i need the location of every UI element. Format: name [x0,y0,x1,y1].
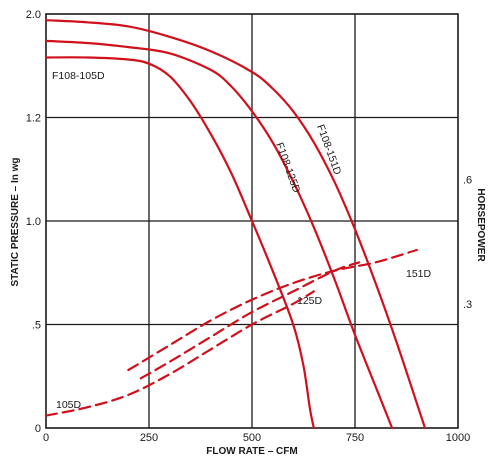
x-axis-title: FLOW RATE – CFM [206,446,297,457]
y-tick-label: 2.0 [26,9,41,21]
x-tick-label: 500 [243,432,261,444]
y-axis-title: STATIC PRESSURE – In wg [10,157,21,286]
x-tick-label: 750 [346,432,364,444]
y-tick-label: 0 [35,423,41,435]
y-tick-label: 1.0 [26,216,41,228]
horsepower-curve-1 [44,290,315,417]
y-tick-label: .5 [32,320,41,332]
curve-label-f108-105d: F108-105D [52,70,105,82]
tick-labels: 0 250 500 750 1000 0 .5 1.0 1.2 2.0 .3 .6 [26,9,472,444]
plot-frame [45,13,459,429]
pressure-curve-1 [44,56,315,430]
y2-tick-label: .3 [463,299,472,311]
x-tick-label: 250 [140,432,158,444]
curves [44,19,427,430]
curve-label-105d: 105D [56,399,82,411]
horsepower-curve-2 [139,261,361,380]
y-tick-label: 1.2 [26,113,41,125]
x-tick-label: 1000 [446,432,470,444]
curve-label-125d: 125D [297,295,323,307]
y2-tick-label: .6 [463,175,472,187]
y2-axis-title: HORSEPOWER [475,188,486,262]
pressure-curve-2 [44,39,394,430]
x-tick-label: 0 [43,432,49,444]
curve-label-f108-125d: F108-125D [273,141,302,195]
curve-label-151d: 151D [406,268,432,280]
pressure-curve-3 [44,19,427,430]
horsepower-curve-3 [127,248,418,372]
